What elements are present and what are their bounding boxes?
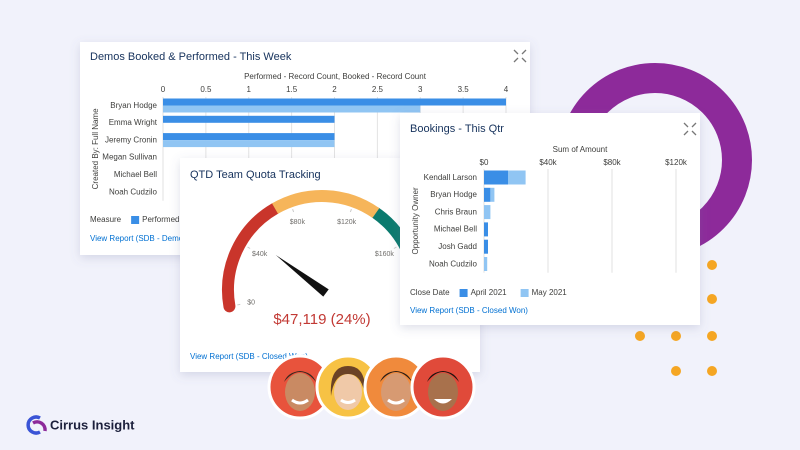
- card-title: QTD Team Quota Tracking: [190, 169, 321, 181]
- category-label: Chris Braun: [435, 207, 477, 216]
- legend-title: Measure: [90, 215, 122, 224]
- x-tick-label: 2: [332, 85, 337, 94]
- category-label: Michael Bell: [114, 170, 157, 179]
- brand-name: Cirrus Insight: [50, 417, 135, 432]
- category-label: Noah Cudzilo: [109, 187, 158, 196]
- x-axis-label: Performed - Record Count, Booked - Recor…: [244, 72, 427, 81]
- bar: [484, 187, 491, 202]
- category-label: Megan Sullivan: [102, 153, 157, 162]
- bar: [484, 205, 491, 220]
- category-label: Michael Bell: [434, 225, 477, 234]
- bar: [163, 133, 335, 141]
- x-tick-label: 4: [504, 85, 509, 94]
- report-link[interactable]: View Report (SDB - Closed Won): [410, 306, 528, 315]
- x-tick-label: $0: [480, 158, 489, 167]
- gauge-value: $47,119 (24%): [273, 311, 370, 328]
- gauge-tick-label: $160k: [375, 251, 395, 258]
- legend-label: April 2021: [471, 288, 508, 297]
- category-label: Bryan Hodge: [430, 190, 477, 199]
- card-title: Bookings - This Qtr: [410, 123, 504, 135]
- gauge-tick-label: $120k: [337, 219, 357, 226]
- bar: [508, 170, 526, 185]
- x-tick-label: $120k: [665, 158, 688, 167]
- bar: [484, 257, 488, 271]
- x-tick-label: 3: [418, 85, 423, 94]
- gauge-tick: [292, 209, 295, 213]
- x-tick-label: 3.5: [458, 85, 470, 94]
- bar: [484, 239, 488, 254]
- bar: [163, 98, 506, 106]
- avatars: [267, 354, 476, 420]
- category-label: Emma Wright: [109, 118, 158, 127]
- card-title: Demos Booked & Performed - This Week: [90, 51, 292, 63]
- gauge-tick: [247, 246, 251, 249]
- gauge-band: [222, 202, 281, 313]
- x-tick-label: 0.5: [200, 85, 212, 94]
- gauge-tick: [237, 303, 241, 306]
- x-tick-label: $40k: [539, 158, 557, 167]
- x-tick-label: 1: [247, 85, 252, 94]
- gauge-tick-label: $40k: [252, 251, 268, 258]
- legend-swatch: [459, 289, 468, 297]
- logo-icon: [32, 420, 47, 432]
- x-tick-label: 2.5: [372, 85, 384, 94]
- logo-icon: [26, 415, 41, 435]
- expand-icon[interactable]: [513, 49, 527, 63]
- bar: [484, 170, 508, 185]
- legend-label: Performed: [142, 215, 179, 224]
- bar: [163, 115, 335, 123]
- bar: [163, 105, 421, 113]
- gauge-needle: [275, 254, 329, 297]
- avatar: [410, 354, 476, 420]
- bar: [163, 140, 335, 148]
- report-link[interactable]: View Report (SDB - Demos: [90, 234, 187, 243]
- category-label: Josh Gadd: [438, 242, 477, 251]
- report-link[interactable]: View Report (SDB - Closed Won): [190, 352, 308, 361]
- x-tick-label: 1.5: [286, 85, 298, 94]
- gauge-tick-label: $80k: [290, 219, 306, 226]
- bar: [484, 222, 488, 237]
- y-axis-label: Created By: Full Name: [91, 108, 100, 189]
- expand-icon[interactable]: [683, 122, 697, 136]
- legend-swatch: [131, 216, 140, 224]
- category-label: Bryan Hodge: [110, 101, 157, 110]
- decor-dots: [635, 260, 717, 376]
- bar: [490, 187, 495, 202]
- category-label: Noah Cudzilo: [429, 259, 478, 268]
- gauge-tick: [393, 246, 397, 249]
- x-tick-label: $80k: [603, 158, 621, 167]
- gauge-band: [272, 190, 380, 218]
- x-tick-label: 0: [161, 85, 166, 94]
- gauge-tick: [349, 209, 352, 213]
- avatar: [363, 354, 429, 420]
- card: [400, 113, 700, 325]
- x-axis-label: Sum of Amount: [553, 145, 608, 154]
- brand-logo: Cirrus Insight: [26, 415, 135, 435]
- category-label: Jeremy Cronin: [105, 135, 157, 144]
- legend-swatch: [520, 289, 529, 297]
- y-axis-label: Opportunity Owner: [411, 187, 420, 254]
- category-label: Kendall Larson: [424, 173, 477, 182]
- bookings-card: Bookings - This Qtr $0 $40k $80k $120k Sum o…: [400, 113, 700, 325]
- legend-label: May 2021: [532, 288, 568, 297]
- gauge-tick-label: $0: [247, 299, 255, 306]
- legend-title: Close Date: [410, 288, 450, 297]
